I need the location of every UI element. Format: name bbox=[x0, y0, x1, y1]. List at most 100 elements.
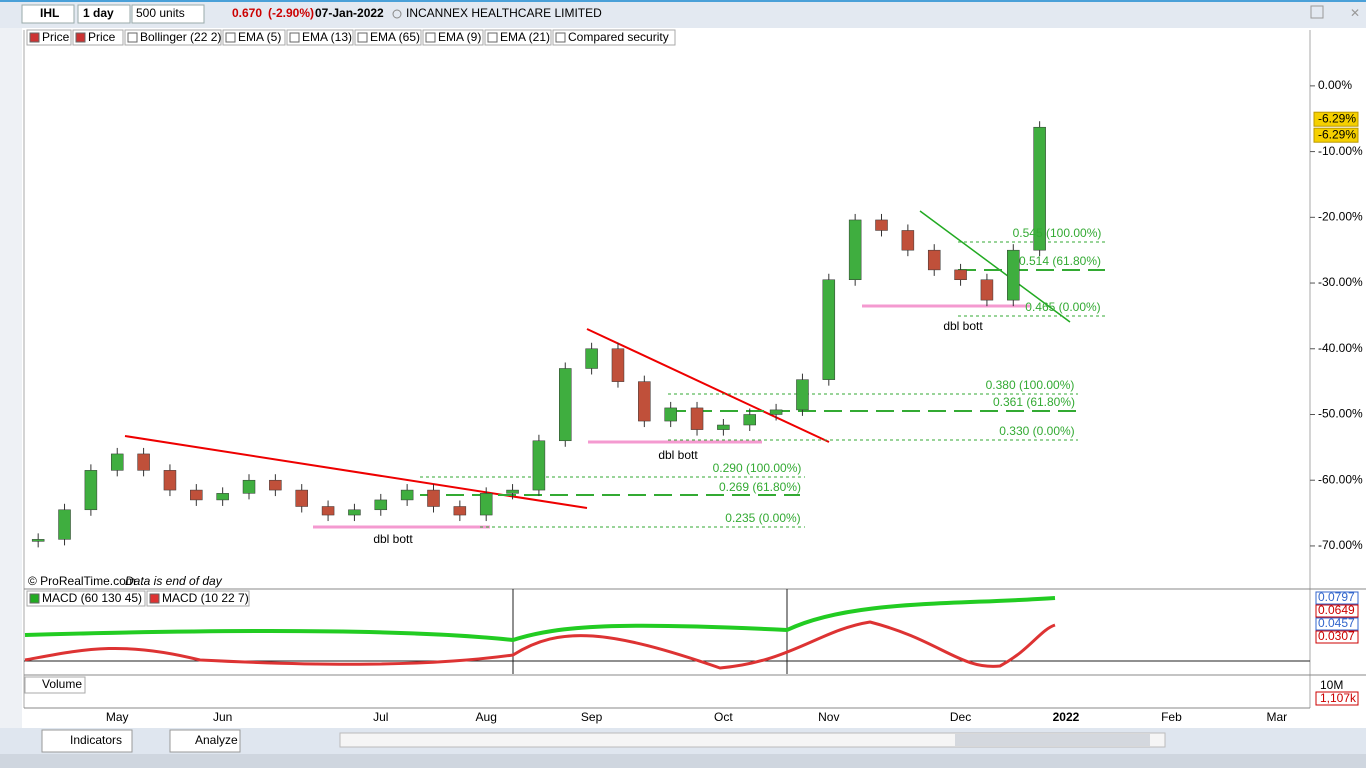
volume-legend-box bbox=[24, 676, 86, 694]
candle bbox=[1033, 126, 1046, 251]
close[interactable]: ✕ bbox=[1350, 6, 1360, 20]
checkbox[interactable] bbox=[225, 32, 236, 43]
candle bbox=[690, 407, 704, 430]
macd-scale-box bbox=[1315, 617, 1359, 631]
fib-label: 0.290 (100.00%) bbox=[713, 461, 802, 475]
price-badge-label: -6.29% bbox=[1318, 111, 1356, 125]
y-tick-label: -10.00% bbox=[1318, 144, 1363, 158]
candle bbox=[190, 489, 203, 501]
y-tick-label: -60.00% bbox=[1318, 472, 1363, 486]
macd-scale: 0.0649 bbox=[1318, 603, 1355, 617]
macd-label: MACD (10 22 7) bbox=[162, 591, 249, 605]
price: 0.670 bbox=[232, 6, 262, 20]
radio[interactable] bbox=[392, 9, 402, 19]
candle bbox=[559, 368, 572, 442]
x-tick-label: Feb bbox=[1161, 710, 1182, 724]
indicators[interactable]: Indicators bbox=[70, 733, 122, 747]
fib-label: 0.361 (61.80%) bbox=[993, 395, 1075, 409]
trend-line bbox=[586, 328, 830, 443]
y-tick-label: -70.00% bbox=[1318, 538, 1363, 552]
volume-label: Volume bbox=[42, 677, 82, 691]
checkbox[interactable] bbox=[29, 32, 40, 43]
candle bbox=[848, 219, 862, 281]
legend-item bbox=[484, 29, 552, 46]
x-tick-label: Nov bbox=[818, 710, 839, 724]
y-tick-label: -50.00% bbox=[1318, 407, 1363, 421]
legend-item bbox=[422, 29, 484, 46]
analyze-button[interactable] bbox=[169, 729, 241, 753]
date: 07-Jan-2022 bbox=[315, 6, 384, 20]
legend-item bbox=[222, 29, 286, 46]
left-toolbar bbox=[0, 28, 22, 728]
units-box[interactable] bbox=[131, 4, 205, 24]
x-tick-label: Mar bbox=[1266, 710, 1287, 724]
candle bbox=[980, 279, 994, 301]
candle bbox=[163, 470, 177, 491]
checkbox[interactable] bbox=[289, 32, 300, 43]
candle bbox=[532, 440, 546, 491]
checkbox[interactable] bbox=[127, 32, 138, 43]
legend-label: EMA (5) bbox=[238, 30, 281, 44]
candle bbox=[664, 407, 677, 422]
macd-scale-box bbox=[1315, 591, 1359, 605]
checkbox[interactable] bbox=[149, 593, 160, 604]
candle bbox=[58, 509, 71, 540]
change: (-2.90%) bbox=[268, 6, 314, 20]
x-tick-label: 2022 bbox=[1053, 710, 1080, 724]
symbol-box[interactable] bbox=[21, 4, 75, 24]
legend-label: Bollinger (22 2) bbox=[140, 30, 221, 44]
y-tick-label: -20.00% bbox=[1318, 209, 1363, 223]
x-tick-label: Dec bbox=[950, 710, 971, 724]
candle bbox=[137, 453, 150, 471]
macd-scale-box bbox=[1315, 630, 1359, 644]
period-box[interactable] bbox=[77, 4, 131, 24]
checkbox[interactable] bbox=[75, 32, 86, 43]
checkbox[interactable] bbox=[29, 593, 40, 604]
candle bbox=[453, 506, 467, 516]
units: 500 units bbox=[136, 6, 185, 20]
fib-label: 0.235 (0.00%) bbox=[725, 511, 800, 525]
candle bbox=[479, 493, 493, 516]
analyze[interactable]: Analyze bbox=[195, 733, 238, 747]
scroll-thumb[interactable] bbox=[955, 734, 1150, 746]
price-badge bbox=[1313, 111, 1359, 127]
legend-label: EMA (65) bbox=[370, 30, 420, 44]
y-tick-label: -30.00% bbox=[1318, 275, 1363, 289]
checkbox[interactable] bbox=[555, 32, 566, 43]
candle bbox=[585, 348, 598, 369]
status-strip bbox=[0, 754, 1366, 768]
window-button[interactable] bbox=[1310, 5, 1324, 19]
candle bbox=[216, 493, 229, 501]
checkbox[interactable] bbox=[487, 32, 498, 43]
macd-label: MACD (60 130 45) bbox=[42, 591, 142, 605]
top-strip bbox=[0, 0, 1366, 2]
source: © ProRealTime.com bbox=[28, 574, 136, 588]
candle bbox=[796, 379, 809, 411]
legend-label: EMA (9) bbox=[438, 30, 481, 44]
pattern-label: dbl bott bbox=[943, 319, 983, 333]
legend-label: Price bbox=[42, 30, 70, 44]
candle bbox=[954, 269, 967, 281]
legend-label: EMA (13) bbox=[302, 30, 352, 44]
volume-scale: 10M bbox=[1320, 678, 1343, 692]
legend-item bbox=[354, 29, 422, 46]
candle bbox=[638, 381, 651, 422]
macd: MACD (60 130 45) MACD (10 22 7) 0.07970.06… bbox=[26, 590, 1359, 644]
candle bbox=[822, 279, 836, 380]
candle bbox=[901, 230, 915, 251]
x-tick-label: Jun bbox=[213, 710, 232, 724]
candle bbox=[84, 470, 98, 511]
legend-item bbox=[124, 29, 222, 46]
indicators-button[interactable] bbox=[41, 729, 133, 753]
checkbox[interactable] bbox=[425, 32, 436, 43]
x-tick-label: Sep bbox=[581, 710, 603, 724]
macd-short bbox=[24, 620, 1056, 670]
y-tick-label: 0.00% bbox=[1318, 78, 1352, 92]
candle bbox=[769, 409, 783, 415]
checkbox[interactable] bbox=[357, 32, 368, 43]
fib-label: 0.330 (0.00%) bbox=[999, 424, 1074, 438]
macd-scale: 0.0457 bbox=[1318, 616, 1355, 630]
candle bbox=[110, 453, 124, 471]
candle bbox=[31, 539, 45, 542]
